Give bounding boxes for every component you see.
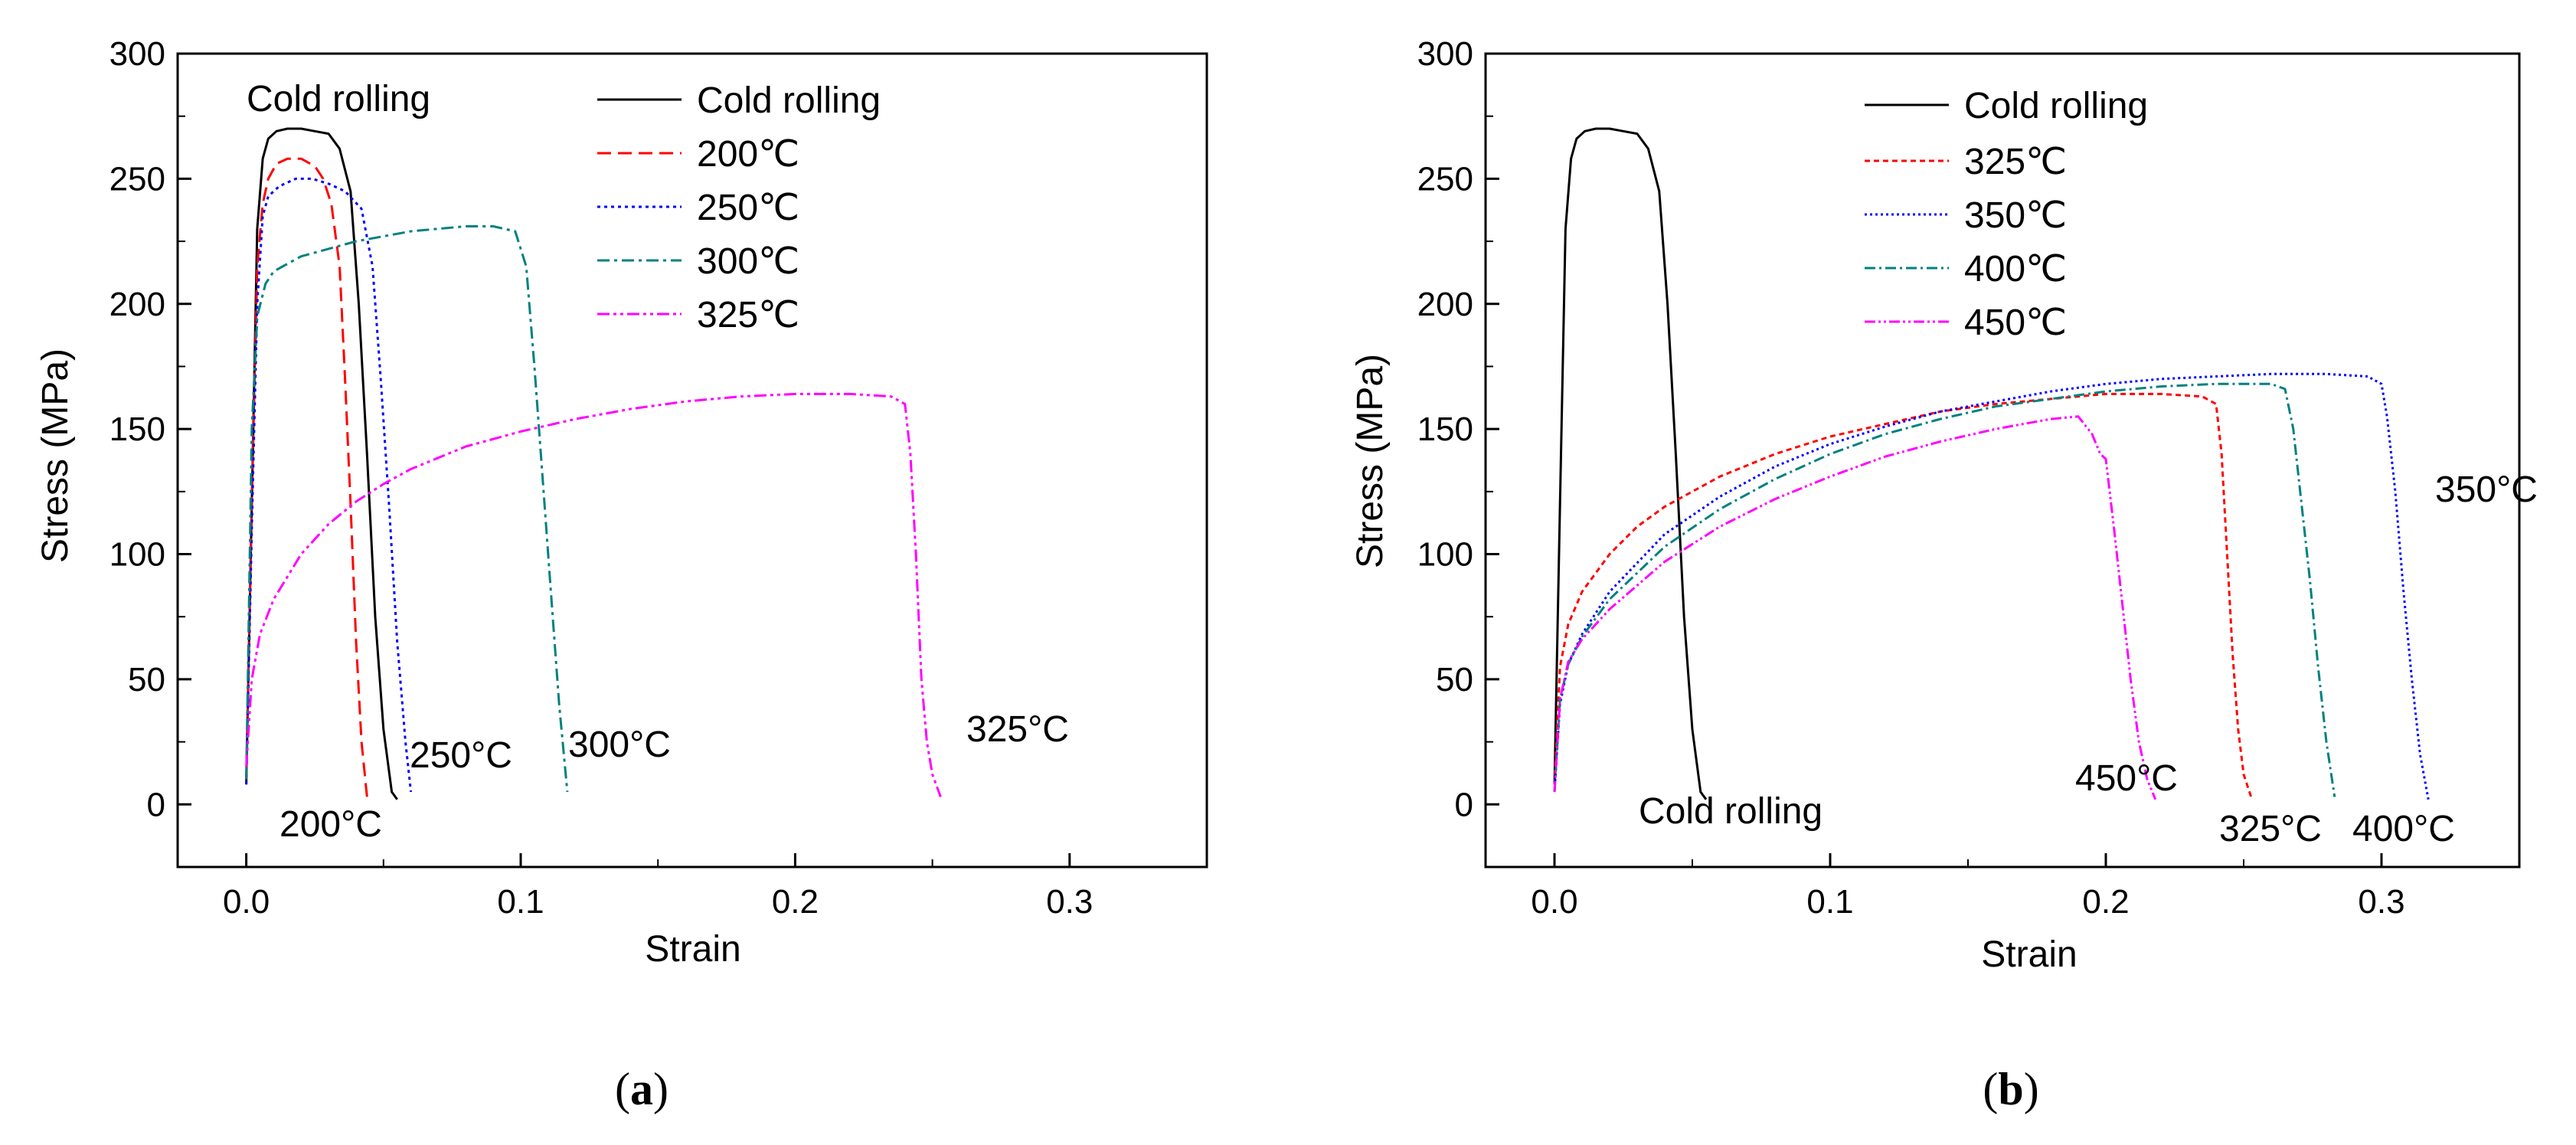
x-tick-label: 0.3 [1046, 883, 1093, 921]
chart-b-y-axis-label: Stress (MPa) [1350, 354, 1391, 568]
annotation-450c: 450°C [2075, 758, 2178, 799]
y-tick-label: 200 [110, 286, 165, 323]
legend-label: 350℃ [1964, 195, 2067, 236]
x-tick-label: 0.3 [2358, 883, 2404, 921]
series-line-350- [1553, 372, 2430, 800]
chart-b-plot-frame [1484, 52, 2521, 869]
panel-letter-a: a [630, 1064, 653, 1114]
chart-b-x-tick-labels: 0.0 0.1 0.2 0.3 [1531, 883, 2404, 921]
series-line-325- [1553, 392, 2254, 800]
chart-a-plot-frame [176, 52, 1208, 869]
x-tick-label: 0.2 [772, 883, 819, 921]
legend-label: 325℃ [697, 295, 799, 335]
chart-b-legend: Cold rolling 325℃ 350℃ 400℃ 450℃ [1865, 86, 2148, 343]
annotation-cold-rolling: Cold rolling [247, 79, 430, 119]
chart-a-legend: Cold rolling 200℃ 250℃ 300℃ 325℃ [597, 80, 881, 335]
chart-a-y-axis-label: Stress (MPa) [35, 348, 76, 563]
annotation-325c: 325°C [966, 709, 1069, 750]
y-tick-label: 100 [1417, 536, 1473, 574]
chart-a-x-tick-labels: 0.0 0.1 0.2 0.3 [223, 883, 1093, 921]
x-tick-label: 0.0 [223, 883, 270, 921]
series-line-325- [245, 392, 942, 798]
x-tick-label: 0.1 [1806, 883, 1853, 921]
chart-b-ticks [1486, 52, 2383, 867]
x-tick-label: 0.1 [497, 883, 544, 921]
chart-b: 0.0 0.1 0.2 0.3 0 50 100 150 200 250 300… [1350, 35, 2538, 1114]
annotation-cold-rolling: Cold rolling [1639, 791, 1822, 832]
series-line-cold-rolling [1553, 127, 1708, 800]
series-line-450- [1553, 415, 2157, 800]
y-tick-label: 150 [1417, 411, 1473, 448]
x-tick-label: 0.0 [1531, 883, 1577, 921]
annotation-200c: 200°C [280, 804, 382, 845]
series-line-cold-rolling [245, 127, 398, 800]
legend-label: 200℃ [697, 134, 799, 175]
y-tick-label: 100 [110, 536, 165, 574]
y-tick-label: 300 [1417, 35, 1473, 73]
chart-a-x-axis-label: Strain [645, 929, 740, 970]
legend-label: 325℃ [1964, 142, 2067, 182]
series-line-400- [1553, 382, 2336, 797]
legend-label: Cold rolling [697, 80, 881, 121]
annotation-325c: 325°C [2219, 809, 2322, 849]
legend-label: 250℃ [697, 188, 799, 228]
y-tick-label: 150 [110, 411, 165, 448]
annotation-300c: 300°C [568, 725, 671, 765]
y-tick-label: 0 [147, 786, 165, 823]
chart-a: 0.0 0.1 0.2 0.3 0 50 100 150 200 250 300… [35, 35, 1208, 1114]
panel-letter-b: b [1998, 1064, 2023, 1114]
x-tick-label: 0.2 [2082, 883, 2129, 921]
chart-a-series [245, 127, 942, 800]
panel-label-a: (a) [615, 1064, 669, 1114]
legend-label: 300℃ [697, 241, 799, 282]
annotation-350c: 350°C [2435, 469, 2538, 510]
legend-label: 400℃ [1964, 249, 2067, 290]
annotation-250c: 250°C [410, 735, 512, 776]
y-tick-label: 250 [1417, 160, 1473, 198]
chart-b-series [1553, 127, 2430, 800]
legend-label: 450℃ [1964, 303, 2067, 343]
chart-a-y-tick-labels: 0 50 100 150 200 250 300 [110, 35, 165, 823]
y-tick-label: 300 [110, 35, 165, 73]
annotation-400c: 400°C [2352, 809, 2455, 849]
y-tick-label: 0 [1455, 786, 1473, 823]
y-tick-label: 50 [1436, 661, 1473, 698]
series-line-300- [245, 225, 569, 793]
y-tick-label: 200 [1417, 286, 1473, 323]
y-tick-label: 250 [110, 160, 165, 198]
series-line-250- [245, 177, 413, 793]
chart-b-x-axis-label: Strain [1981, 934, 2077, 975]
chart-b-y-tick-labels: 0 50 100 150 200 250 300 [1417, 35, 1473, 823]
y-tick-label: 50 [128, 661, 165, 698]
legend-label: Cold rolling [1964, 86, 2148, 126]
panel-label-b: (b) [1983, 1064, 2038, 1114]
